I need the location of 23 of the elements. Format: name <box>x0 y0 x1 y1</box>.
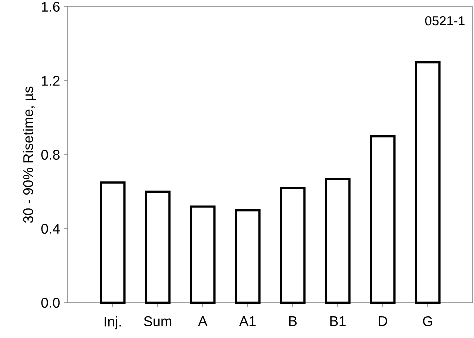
x-tick-label: B <box>289 316 297 326</box>
y-axis-title: 30 - 90% Risetime, µs <box>23 86 36 224</box>
bar <box>145 190 171 304</box>
bar <box>235 209 261 304</box>
x-tick-label: A1 <box>239 316 256 326</box>
bar <box>415 61 441 304</box>
y-tick-label: 0.4 <box>42 224 60 234</box>
bar <box>190 206 216 304</box>
y-tick-label: 1.2 <box>42 76 60 86</box>
bar <box>370 135 396 304</box>
x-tick-label: B1 <box>330 316 346 326</box>
annotation: 0521-1 <box>425 16 465 26</box>
x-tick-label: D <box>379 316 388 326</box>
bar <box>325 178 351 304</box>
bar <box>280 187 306 304</box>
x-tick-label: Sum <box>144 316 172 326</box>
x-tick-label: G <box>423 316 432 326</box>
bar <box>100 182 126 304</box>
x-tick-label: A <box>198 316 208 326</box>
y-tick-label: 0.0 <box>42 298 60 308</box>
y-tick-label: 1.6 <box>42 2 60 12</box>
y-tick-label: 0.8 <box>42 150 60 160</box>
x-tick-label: Inj. <box>104 316 122 330</box>
